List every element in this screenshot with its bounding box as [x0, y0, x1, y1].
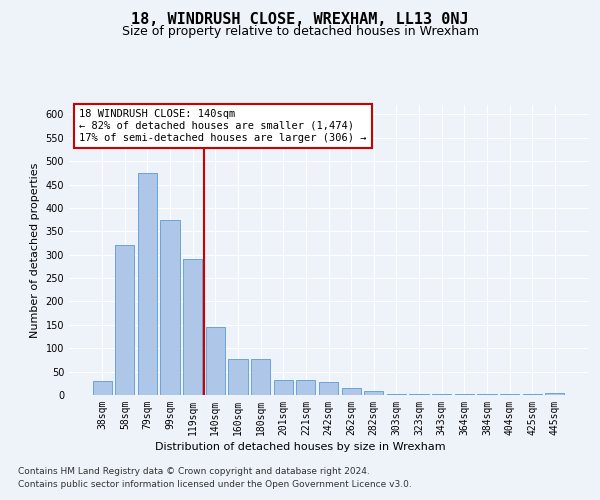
Bar	[138, 173, 157, 395]
Bar	[251, 359, 270, 395]
Text: Contains public sector information licensed under the Open Government Licence v3: Contains public sector information licen…	[18, 480, 412, 489]
Text: Distribution of detached houses by size in Wrexham: Distribution of detached houses by size …	[155, 442, 445, 452]
Bar	[477, 394, 497, 395]
Bar	[387, 394, 406, 395]
Text: Contains HM Land Registry data © Crown copyright and database right 2024.: Contains HM Land Registry data © Crown c…	[18, 468, 370, 476]
Text: Size of property relative to detached houses in Wrexham: Size of property relative to detached ho…	[121, 25, 479, 38]
Bar	[206, 327, 225, 395]
Bar	[274, 380, 293, 395]
Bar	[160, 220, 180, 395]
Bar	[296, 380, 316, 395]
Bar	[409, 394, 428, 395]
Y-axis label: Number of detached properties: Number of detached properties	[30, 162, 40, 338]
Bar	[92, 381, 112, 395]
Text: 18 WINDRUSH CLOSE: 140sqm
← 82% of detached houses are smaller (1,474)
17% of se: 18 WINDRUSH CLOSE: 140sqm ← 82% of detac…	[79, 110, 367, 142]
Bar	[455, 394, 474, 395]
Bar	[545, 392, 565, 395]
Bar	[500, 394, 519, 395]
Bar	[523, 394, 542, 395]
Bar	[341, 388, 361, 395]
Text: 18, WINDRUSH CLOSE, WREXHAM, LL13 0NJ: 18, WINDRUSH CLOSE, WREXHAM, LL13 0NJ	[131, 12, 469, 28]
Bar	[115, 246, 134, 395]
Bar	[183, 260, 202, 395]
Bar	[364, 392, 383, 395]
Bar	[229, 359, 248, 395]
Bar	[319, 382, 338, 395]
Bar	[432, 394, 451, 395]
